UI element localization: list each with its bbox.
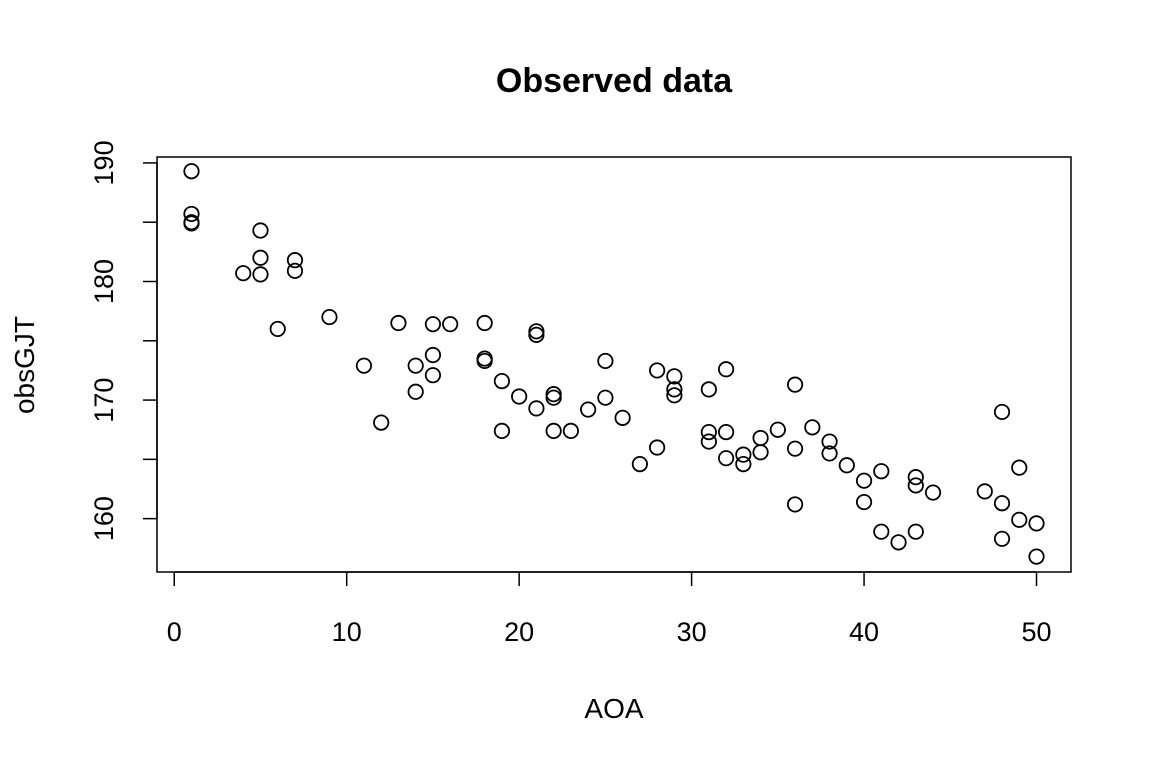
data-point xyxy=(1011,459,1028,476)
chart-title: Observed data xyxy=(496,62,733,100)
data-point xyxy=(424,316,442,333)
data-point xyxy=(890,534,907,551)
data-points xyxy=(183,163,1045,565)
x-tick-label: 20 xyxy=(504,617,534,647)
data-point xyxy=(821,433,838,450)
data-point xyxy=(838,457,855,474)
data-point xyxy=(717,450,735,467)
data-point xyxy=(252,266,269,283)
data-point xyxy=(269,320,286,338)
data-point xyxy=(804,419,821,436)
data-point xyxy=(907,469,924,486)
data-point xyxy=(424,367,442,384)
data-point xyxy=(580,401,597,418)
data-point xyxy=(235,265,252,282)
data-point xyxy=(717,361,735,378)
data-point xyxy=(786,376,804,393)
data-point xyxy=(286,262,304,279)
x-tick-label: 30 xyxy=(677,617,707,647)
data-point xyxy=(993,495,1011,512)
data-point xyxy=(769,421,786,438)
data-point xyxy=(666,368,683,385)
data-point xyxy=(700,433,717,450)
data-point xyxy=(1011,511,1028,528)
data-point xyxy=(493,372,511,390)
data-point xyxy=(597,389,614,406)
data-point xyxy=(183,205,200,223)
x-tick-label: 10 xyxy=(332,617,362,647)
x-axis-label: AOA xyxy=(584,693,643,724)
data-point xyxy=(545,422,562,439)
data-point xyxy=(1028,548,1045,565)
x-tick-label: 40 xyxy=(849,617,879,647)
data-point xyxy=(786,496,804,513)
data-point xyxy=(855,472,873,489)
data-point xyxy=(649,439,666,456)
data-point xyxy=(545,386,562,403)
plot-frame xyxy=(156,156,1072,573)
y-tick-label: 170 xyxy=(89,378,119,423)
data-point xyxy=(528,400,545,417)
data-point xyxy=(562,422,579,439)
data-point xyxy=(528,326,545,343)
data-point xyxy=(528,323,545,340)
data-point xyxy=(700,381,717,398)
data-point xyxy=(873,463,890,480)
data-point xyxy=(700,423,717,441)
data-point xyxy=(1028,515,1045,532)
data-point xyxy=(183,163,200,180)
data-point xyxy=(597,352,614,370)
data-point xyxy=(976,483,993,500)
data-point xyxy=(735,455,752,473)
data-point xyxy=(407,357,424,374)
data-point xyxy=(442,316,459,333)
data-point xyxy=(649,362,666,379)
data-point xyxy=(821,445,838,462)
x-tick-label: 50 xyxy=(1021,617,1051,647)
y-tick-label: 160 xyxy=(89,496,119,541)
x-axis: 0 10 20 30 40 50 xyxy=(167,571,1052,647)
data-point xyxy=(666,387,683,404)
data-point xyxy=(252,222,269,239)
data-point xyxy=(907,523,924,540)
data-point xyxy=(390,314,407,332)
data-point xyxy=(286,252,304,269)
data-point xyxy=(735,446,752,463)
data-point xyxy=(321,308,338,326)
data-point xyxy=(855,493,873,511)
data-point xyxy=(355,357,373,374)
data-point xyxy=(752,444,769,461)
data-point xyxy=(907,477,924,494)
data-point xyxy=(183,215,200,232)
data-point xyxy=(476,314,493,332)
x-tick-label: 0 xyxy=(167,617,182,647)
data-point xyxy=(752,429,769,447)
data-point xyxy=(373,414,390,431)
data-point xyxy=(424,346,442,364)
data-point xyxy=(924,484,942,501)
y-axis: 160 170 180 190 xyxy=(89,140,158,541)
data-point xyxy=(545,389,562,406)
data-point xyxy=(666,381,683,398)
data-point xyxy=(476,352,493,370)
data-point xyxy=(511,388,528,405)
data-point xyxy=(717,423,735,441)
data-point xyxy=(407,383,424,400)
y-tick-label: 190 xyxy=(89,140,119,185)
data-point xyxy=(493,422,511,439)
data-point xyxy=(252,249,269,266)
data-point xyxy=(614,409,631,426)
y-axis-label: obsGJT xyxy=(9,316,40,414)
y-tick-label: 180 xyxy=(89,259,119,304)
data-point xyxy=(631,455,648,473)
data-point xyxy=(993,403,1011,421)
data-point xyxy=(873,523,890,540)
data-point xyxy=(993,530,1011,547)
data-point xyxy=(786,440,804,457)
